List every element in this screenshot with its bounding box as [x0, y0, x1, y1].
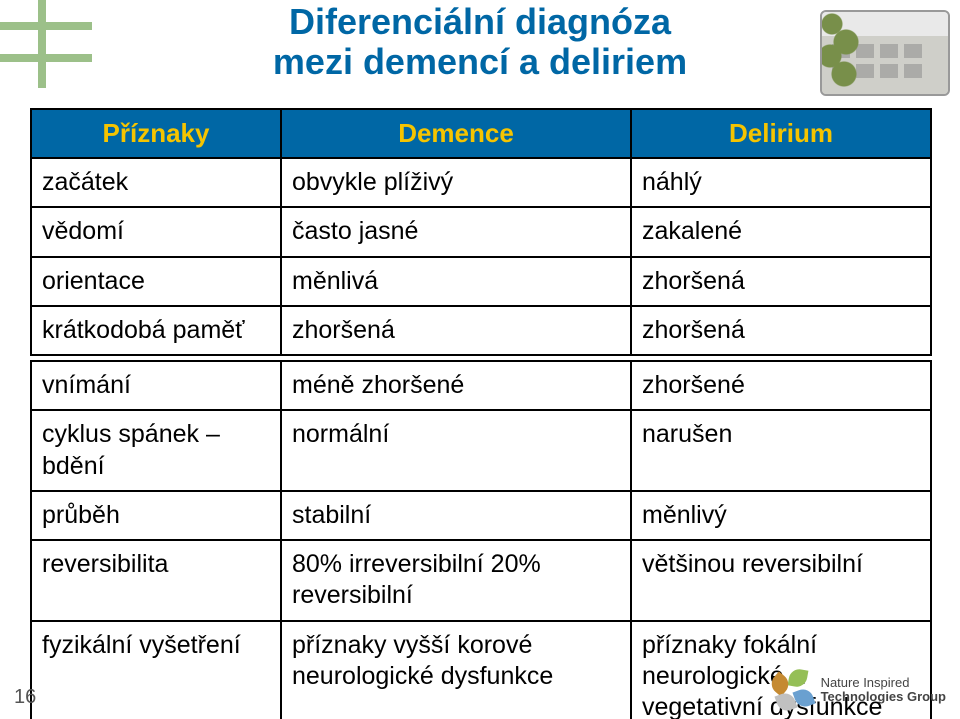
row-label: cyklus spánek – bdění [31, 410, 281, 491]
row-label: fyzikální vyšetření [31, 621, 281, 719]
footer-logo: Nature Inspired Technologies Group [771, 669, 946, 711]
page-number: 16 [14, 686, 36, 709]
header-col-2: Demence [281, 109, 631, 158]
header-col-1: Příznaky [31, 109, 281, 158]
row-demence: často jasné [281, 207, 631, 256]
row-label: začátek [31, 158, 281, 207]
row-label: reversibilita [31, 540, 281, 621]
table-header-row: Příznaky Demence Delirium [31, 109, 931, 158]
table-row: vnímání méně zhoršené zhoršené [31, 361, 931, 410]
row-delirium: zhoršená [631, 257, 931, 306]
diff-table-bottom: vnímání méně zhoršené zhoršené cyklus sp… [30, 360, 932, 719]
row-demence: normální [281, 410, 631, 491]
table-row: průběh stabilní měnlivý [31, 491, 931, 540]
row-demence: zhoršená [281, 306, 631, 355]
row-delirium: většinou reversibilní [631, 540, 931, 621]
row-delirium: zakalené [631, 207, 931, 256]
logo-text: Nature Inspired Technologies Group [821, 676, 946, 703]
table-row: cyklus spánek – bdění normální narušen [31, 410, 931, 491]
row-label: krátkodobá paměť [31, 306, 281, 355]
title-line-1: Diferenciální diagnóza [289, 1, 671, 42]
table-row: reversibilita 80% irreversibilní 20% rev… [31, 540, 931, 621]
diff-table-top: Příznaky Demence Delirium začátek obvykl… [30, 108, 932, 356]
table-row: vědomí často jasné zakalené [31, 207, 931, 256]
table-row: krátkodobá paměť zhoršená zhoršená [31, 306, 931, 355]
logo-mark-icon [771, 669, 813, 711]
row-delirium: měnlivý [631, 491, 931, 540]
row-demence: obvykle plíživý [281, 158, 631, 207]
table-row: orientace měnlivá zhoršená [31, 257, 931, 306]
slide-title: Diferenciální diagnóza mezi demencí a de… [0, 2, 960, 81]
logo-text-line-1: Nature Inspired [821, 676, 946, 690]
logo-text-line-2: Technologies Group [821, 690, 946, 704]
table-row: začátek obvykle plíživý náhlý [31, 158, 931, 207]
row-delirium: narušen [631, 410, 931, 491]
row-demence: 80% irreversibilní 20% reversibilní [281, 540, 631, 621]
row-label: vnímání [31, 361, 281, 410]
row-label: orientace [31, 257, 281, 306]
row-delirium: zhoršená [631, 306, 931, 355]
row-label: vědomí [31, 207, 281, 256]
title-line-2: mezi demencí a deliriem [273, 41, 687, 82]
row-demence: méně zhoršené [281, 361, 631, 410]
row-demence: měnlivá [281, 257, 631, 306]
row-delirium: zhoršené [631, 361, 931, 410]
row-demence: příznaky vyšší korové neurologické dysfu… [281, 621, 631, 719]
row-delirium: náhlý [631, 158, 931, 207]
header-col-3: Delirium [631, 109, 931, 158]
row-demence: stabilní [281, 491, 631, 540]
row-label: průběh [31, 491, 281, 540]
slide: Diferenciální diagnóza mezi demencí a de… [0, 0, 960, 719]
